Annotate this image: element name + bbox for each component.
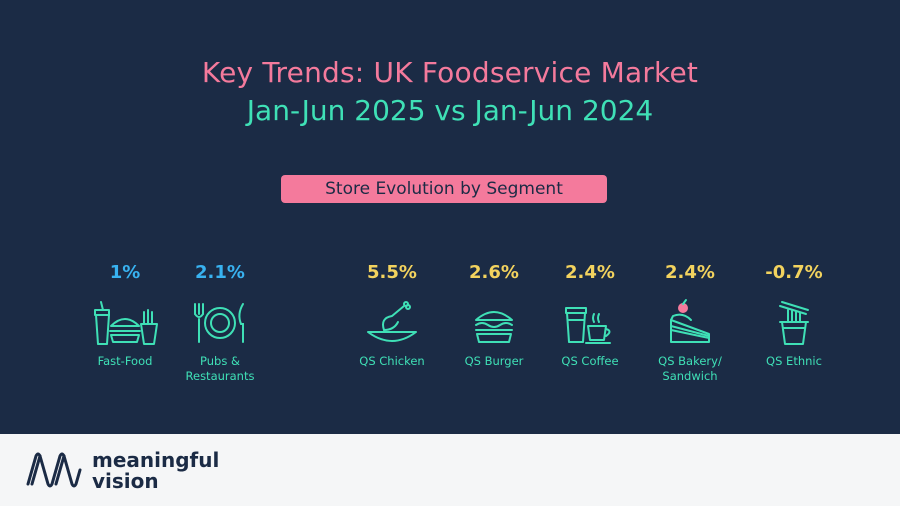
chicken-icon <box>332 300 452 348</box>
segment-fast-food: 1% Fast-Food <box>65 262 185 369</box>
segment-label: Fast-Food <box>97 354 153 368</box>
slide-background: Key Trends: UK Foodservice Market Jan-Ju… <box>0 0 900 434</box>
plate-cutlery-icon <box>160 300 280 348</box>
segment-label: QS Coffee <box>561 354 619 368</box>
segment-label: QS Burger <box>464 354 524 368</box>
segment-value: 2.4% <box>665 262 715 283</box>
segment-value: 2.4% <box>565 262 615 283</box>
fast-food-icon <box>65 300 185 348</box>
burger-icon <box>434 300 554 348</box>
segment-label: Pubs & Restaurants <box>185 354 255 383</box>
segment-pubs-restaurants: 2.1% Pubs & Restaurants <box>160 262 280 384</box>
segment-qs-ethnic: -0.7% QS Ethnic <box>734 262 854 369</box>
segment-heading-badge: Store Evolution by Segment <box>281 175 607 203</box>
segment-value: 5.5% <box>367 262 417 283</box>
segment-qs-bakery-sandwich: 2.4% QS Bakery/ Sandwich <box>630 262 750 384</box>
title-line-2: Jan-Jun 2025 vs Jan-Jun 2024 <box>246 94 654 127</box>
logo-line-2: vision <box>92 469 159 493</box>
noodles-icon <box>734 300 854 348</box>
coffee-icon <box>530 300 650 348</box>
cake-icon <box>630 299 750 348</box>
segment-value: 2.1% <box>195 262 245 283</box>
logo-line-1: meaningful <box>92 448 220 472</box>
segment-qs-burger: 2.6% QS Burger <box>434 262 554 369</box>
segment-value: 2.6% <box>469 262 519 283</box>
segment-value: 1% <box>109 262 141 283</box>
segment-label: QS Bakery/ Sandwich <box>658 354 722 383</box>
segment-qs-chicken: 5.5% QS Chicken <box>332 262 452 369</box>
segment-qs-coffee: 2.4% QS Coffee <box>530 262 650 369</box>
footer <box>0 434 900 506</box>
segment-value: -0.7% <box>765 262 823 283</box>
segment-label: QS Chicken <box>359 354 425 368</box>
segment-label: QS Ethnic <box>766 354 822 368</box>
meaningful-vision-logo-icon <box>24 450 84 494</box>
title-line-1: Key Trends: UK Foodservice Market <box>201 56 699 89</box>
meaningful-vision-logo-text: meaningful vision <box>92 450 219 492</box>
